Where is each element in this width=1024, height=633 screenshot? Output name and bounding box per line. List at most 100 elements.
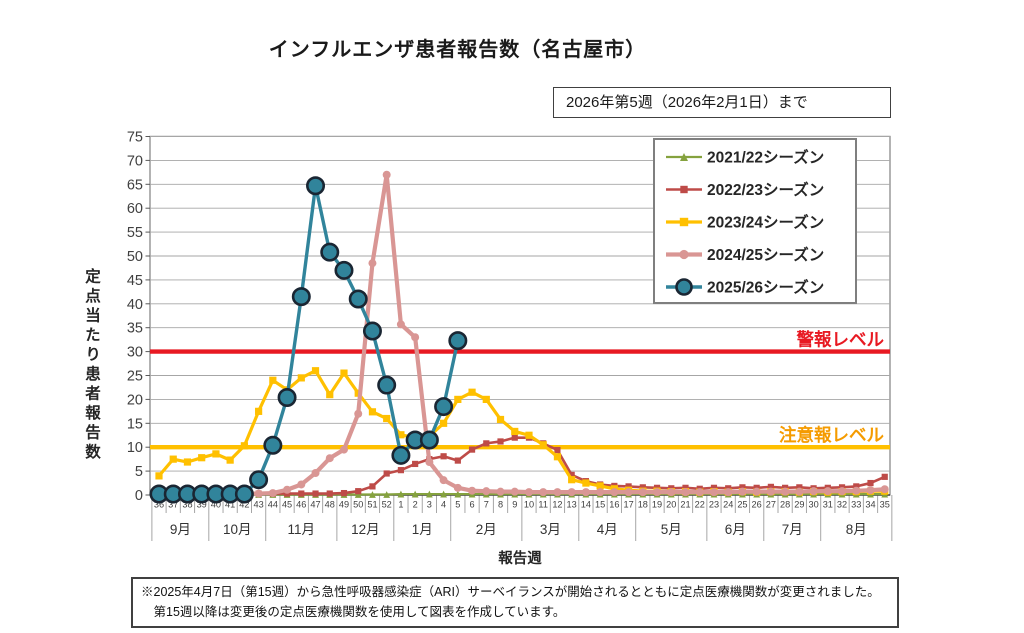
big-circle-marker (419, 430, 439, 450)
circle-marker (339, 445, 348, 454)
circle-marker (752, 487, 761, 496)
week-label: 32 (837, 500, 847, 510)
week-label: 11 (538, 500, 548, 510)
square-marker (297, 374, 305, 382)
square-marker (340, 369, 348, 377)
week-label: 21 (680, 500, 690, 510)
big-circle-marker (334, 260, 354, 280)
circle-marker (709, 488, 718, 497)
legend-label: 2025/26シーズン (707, 278, 824, 297)
week-label: 37 (168, 500, 178, 510)
big-circle-marker (348, 289, 368, 309)
square-marker (468, 446, 476, 453)
month-label: 3月 (540, 522, 561, 537)
legend-item: 2022/23シーズン (666, 180, 824, 199)
circle-marker (510, 487, 519, 496)
y-tick-label: 75 (127, 130, 143, 146)
square-marker (240, 442, 248, 450)
big-circle-marker (675, 278, 693, 296)
circle-marker (880, 485, 889, 494)
circle-marker (596, 488, 605, 497)
square-marker (568, 471, 575, 479)
month-label: 2月 (476, 522, 497, 537)
y-tick-label: 50 (127, 249, 143, 265)
square-marker (682, 484, 689, 491)
square-marker (710, 484, 718, 491)
square-marker (796, 484, 803, 491)
y-tick-label: 40 (127, 297, 143, 313)
week-label: 3 (427, 500, 432, 510)
week-label: 17 (623, 500, 633, 510)
week-label: 15 (595, 500, 605, 510)
square-marker (440, 453, 447, 460)
square-marker (881, 473, 888, 480)
square-marker (454, 457, 461, 464)
circle-marker (539, 488, 548, 497)
square-marker (340, 489, 348, 497)
circle-marker (695, 488, 704, 497)
square-marker (483, 440, 490, 447)
circle-marker (439, 476, 448, 485)
y-tick-label: 20 (127, 392, 143, 408)
circle-marker (638, 488, 647, 497)
square-marker (440, 419, 448, 427)
week-label: 18 (638, 500, 648, 510)
circle-marker (610, 488, 619, 497)
week-label: 8 (498, 500, 503, 510)
week-label: 14 (581, 500, 591, 510)
month-label: 4月 (597, 522, 618, 537)
y-tick-label: 25 (127, 369, 143, 385)
week-label: 28 (780, 500, 790, 510)
week-label: 5 (455, 500, 460, 510)
triangle-marker (440, 490, 447, 498)
square-marker (482, 395, 490, 403)
week-label: 50 (353, 500, 363, 510)
circle-marker (396, 320, 405, 329)
circle-marker (624, 488, 633, 497)
circle-marker (679, 249, 689, 260)
circle-marker (724, 488, 733, 497)
week-label: 6 (469, 500, 474, 510)
week-label: 33 (851, 500, 861, 510)
legend-item: 2021/22シーズン (666, 148, 824, 167)
week-label: 16 (609, 500, 619, 510)
y-tick-label: 60 (127, 201, 143, 217)
legend: 2021/22シーズン 2022/23シーズン 2023/24シーズン 2024/25… (653, 138, 857, 304)
square-marker (269, 376, 277, 384)
square-marker (298, 490, 305, 497)
month-label: 9月 (170, 522, 191, 537)
circle-marker (653, 488, 662, 497)
week-label: 45 (282, 500, 292, 510)
week-label: 7 (484, 500, 489, 510)
y-tick-label: 65 (127, 177, 143, 193)
circle-marker (567, 488, 576, 497)
week-label: 9 (512, 500, 517, 510)
y-tick-label: 55 (127, 225, 143, 241)
legend-label: 2024/25シーズン (707, 245, 824, 264)
big-circle-marker (263, 435, 283, 455)
circle-marker (482, 487, 491, 496)
circle-marker (581, 488, 590, 497)
footnote-line2: 第15週以降は変更後の定点医療機関数を使用して図表を作成しています。 (141, 605, 566, 619)
square-marker (312, 490, 319, 497)
page-title: インフルエンザ患者報告数（名古屋市） (268, 39, 647, 61)
week-label: 29 (794, 500, 804, 510)
y-tick-label: 5 (135, 464, 143, 480)
square-marker (539, 441, 547, 449)
footnote-line1: ※2025年4月7日（第15週）から急性呼吸器感染症（ARI）サーベイランスが開… (141, 585, 880, 599)
month-label: 10月 (223, 522, 252, 537)
week-label: 38 (182, 500, 192, 510)
square-marker (739, 484, 746, 491)
square-marker (680, 185, 688, 194)
week-label: 4 (441, 500, 446, 510)
circle-marker (368, 259, 377, 268)
month-label: 5月 (661, 522, 682, 537)
circle-marker (738, 487, 747, 496)
week-label: 2 (413, 500, 418, 510)
y-tick-label: 70 (127, 153, 143, 169)
week-label: 49 (339, 500, 349, 510)
week-label: 20 (666, 500, 676, 510)
square-marker (679, 217, 689, 227)
circle-marker (524, 488, 533, 497)
